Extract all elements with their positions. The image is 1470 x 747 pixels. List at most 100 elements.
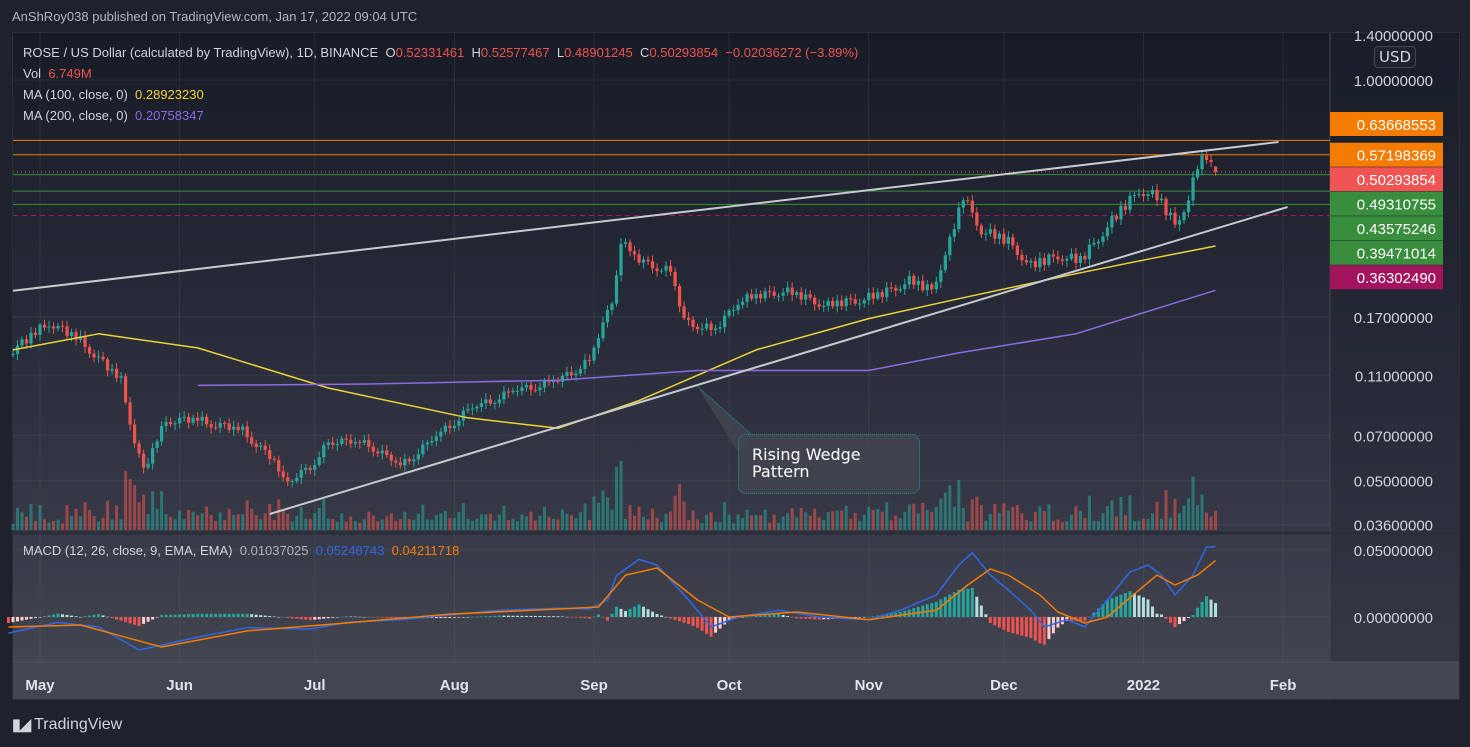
wedge-upper-trendline[interactable] xyxy=(12,141,1279,292)
candle[interactable] xyxy=(939,270,943,282)
candle[interactable] xyxy=(385,450,389,455)
candle[interactable] xyxy=(511,390,515,393)
candle[interactable] xyxy=(1204,155,1209,160)
candle[interactable] xyxy=(943,255,947,271)
candle[interactable] xyxy=(813,297,817,305)
candle[interactable] xyxy=(223,423,227,425)
candle[interactable] xyxy=(475,406,479,409)
candle[interactable] xyxy=(817,304,821,307)
candle[interactable] xyxy=(988,229,992,234)
candle[interactable] xyxy=(641,259,646,263)
candle[interactable] xyxy=(695,326,700,330)
candle[interactable] xyxy=(916,280,920,285)
candle[interactable] xyxy=(921,280,925,291)
candle[interactable] xyxy=(957,207,961,230)
candle[interactable] xyxy=(1047,254,1051,265)
candle[interactable] xyxy=(930,284,934,290)
candle[interactable] xyxy=(128,402,132,425)
candle[interactable] xyxy=(547,380,551,383)
candle[interactable] xyxy=(214,427,218,429)
candle[interactable] xyxy=(1128,195,1132,210)
candle[interactable] xyxy=(592,347,596,361)
candle[interactable] xyxy=(876,292,880,299)
candle[interactable] xyxy=(632,251,637,255)
candle[interactable] xyxy=(457,420,461,426)
candle[interactable] xyxy=(650,261,655,269)
candle[interactable] xyxy=(461,410,465,421)
candle[interactable] xyxy=(610,303,614,310)
candle[interactable] xyxy=(1159,198,1164,201)
candle[interactable] xyxy=(880,292,884,298)
candle[interactable] xyxy=(182,416,186,418)
candle[interactable] xyxy=(578,368,583,374)
candle[interactable] xyxy=(1024,260,1028,263)
candle[interactable] xyxy=(1056,256,1060,260)
candle[interactable] xyxy=(898,289,902,291)
candle[interactable] xyxy=(1110,215,1114,228)
candle[interactable] xyxy=(200,416,204,421)
candle[interactable] xyxy=(434,436,438,441)
candle[interactable] xyxy=(862,300,866,304)
candle[interactable] xyxy=(772,291,776,296)
candle[interactable] xyxy=(515,390,520,392)
candle[interactable] xyxy=(727,310,731,316)
candle[interactable] xyxy=(709,323,713,331)
candle[interactable] xyxy=(141,453,146,468)
time-axis[interactable] xyxy=(13,662,1459,699)
candle[interactable] xyxy=(317,457,321,465)
candle[interactable] xyxy=(569,372,574,376)
candle[interactable] xyxy=(596,338,601,348)
candle[interactable] xyxy=(1060,259,1065,261)
candle[interactable] xyxy=(565,372,569,376)
candle[interactable] xyxy=(664,265,668,271)
candle[interactable] xyxy=(281,471,285,478)
candle[interactable] xyxy=(105,359,110,371)
candle[interactable] xyxy=(614,275,619,304)
candle[interactable] xyxy=(268,449,272,459)
candle[interactable] xyxy=(804,294,808,300)
candle[interactable] xyxy=(741,301,745,305)
candle[interactable] xyxy=(799,292,803,300)
candle[interactable] xyxy=(952,229,956,237)
candle[interactable] xyxy=(691,319,695,327)
candle[interactable] xyxy=(637,254,641,263)
price-level-tag[interactable] xyxy=(1330,112,1443,136)
candle[interactable] xyxy=(822,305,826,307)
currency-badge[interactable]: USD xyxy=(1374,46,1417,68)
candle[interactable] xyxy=(56,325,60,329)
candle[interactable] xyxy=(948,236,952,256)
price-level-tag[interactable] xyxy=(1330,240,1443,265)
candle[interactable] xyxy=(290,481,294,483)
candle[interactable] xyxy=(83,336,87,347)
candle[interactable] xyxy=(304,468,308,470)
candle[interactable] xyxy=(146,463,150,468)
candle[interactable] xyxy=(38,324,42,335)
candle[interactable] xyxy=(628,242,632,252)
candle[interactable] xyxy=(673,271,677,287)
candle[interactable] xyxy=(506,391,511,393)
candle[interactable] xyxy=(259,445,263,447)
candle[interactable] xyxy=(1015,245,1019,255)
candle[interactable] xyxy=(700,328,704,330)
candle[interactable] xyxy=(1105,227,1110,237)
candle[interactable] xyxy=(1078,256,1083,263)
candle[interactable] xyxy=(488,399,492,404)
price-level-tag[interactable] xyxy=(1330,265,1443,290)
candle[interactable] xyxy=(1092,243,1096,245)
candle[interactable] xyxy=(795,292,799,295)
candle[interactable] xyxy=(520,387,524,391)
candle[interactable] xyxy=(759,294,763,299)
price-level-tag[interactable] xyxy=(1330,191,1443,216)
candle[interactable] xyxy=(1168,212,1173,215)
candle[interactable] xyxy=(367,439,371,447)
candle[interactable] xyxy=(1173,212,1177,225)
candle[interactable] xyxy=(961,200,965,208)
candle[interactable] xyxy=(1213,166,1218,172)
candle[interactable] xyxy=(493,403,497,405)
candle[interactable] xyxy=(551,381,556,383)
candle[interactable] xyxy=(164,422,168,426)
candle[interactable] xyxy=(1186,200,1191,213)
candle[interactable] xyxy=(718,327,722,329)
candle[interactable] xyxy=(659,270,664,272)
candle[interactable] xyxy=(786,287,790,293)
